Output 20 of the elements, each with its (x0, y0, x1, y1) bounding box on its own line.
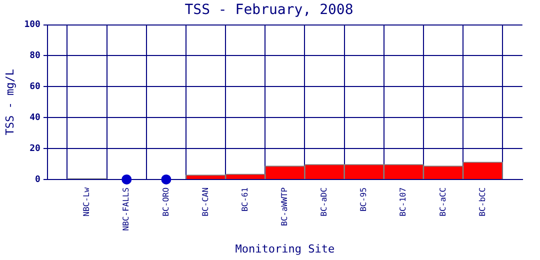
y-tick-label: 0 (35, 174, 40, 185)
y-tick-label: 100 (24, 20, 40, 30)
y-tick-label: 60 (30, 82, 40, 92)
chart-title: TSS - February, 2008 (184, 2, 354, 18)
y-tick-label: 80 (30, 51, 40, 62)
x-axis-title: Monitoring Site (235, 242, 335, 256)
x-tick-label: BC-aWWTP (280, 187, 290, 226)
y-tick-label: 20 (30, 144, 40, 154)
y-tick-label: 40 (30, 112, 40, 123)
x-tick-label: BC-aDC (320, 187, 329, 216)
x-tick-label: BC-61 (240, 187, 250, 212)
x-tick-label: NBC-Lw (82, 187, 92, 216)
x-tick-label: BC-95 (359, 187, 368, 212)
x-tick-label: BC-CAN (200, 187, 210, 216)
y-axis-title: TSS - mg/L (3, 68, 16, 136)
x-tick-label: BC-ORO (161, 187, 170, 216)
x-tick-label: BC-bCC (478, 187, 487, 216)
x-tick-label: BC-aCC (438, 187, 448, 216)
x-tick-label: BC-107 (398, 187, 408, 216)
x-tick-label: NBC-FALLS (122, 187, 131, 231)
